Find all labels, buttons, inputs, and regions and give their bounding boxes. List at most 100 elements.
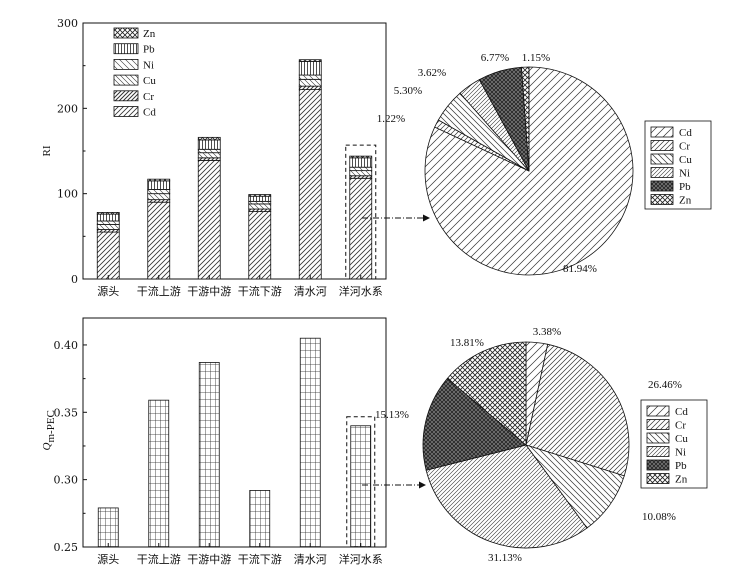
pie-value-label-zn: 1.15% bbox=[522, 52, 550, 64]
pie-slice-pb bbox=[422, 377, 527, 471]
bar-segment-ni bbox=[349, 166, 373, 172]
pie-legend-label-cu: Cu bbox=[675, 433, 688, 445]
pie-legend-label-zn: Zn bbox=[679, 195, 692, 207]
bar-segment-pb bbox=[248, 195, 272, 202]
bar-segment-cu bbox=[248, 203, 272, 210]
y-axis-label-top: RI bbox=[41, 145, 53, 156]
pie-legend-swatch-ni bbox=[650, 167, 674, 178]
pie-legend-swatch-cu bbox=[650, 153, 674, 165]
y-tick-label-bottom: 0.40 bbox=[54, 339, 79, 352]
legend-label-cu: Cu bbox=[143, 75, 156, 87]
x-tick-label-top: 干流下游 bbox=[238, 284, 282, 298]
legend-swatch-ni bbox=[113, 59, 139, 70]
pie-legend-swatch-zn bbox=[646, 473, 670, 484]
bar-segment-zn bbox=[349, 155, 373, 159]
legend-swatch-pb bbox=[113, 43, 139, 55]
x-tick-label-bottom: 干流上游 bbox=[137, 552, 181, 566]
pie-legend-label-pb: Pb bbox=[675, 460, 687, 472]
legend-label-cr: Cr bbox=[143, 91, 154, 103]
bar-segment-zn bbox=[147, 178, 171, 182]
legend-label-ni: Ni bbox=[143, 59, 154, 71]
bar-segment-pb bbox=[298, 61, 322, 76]
bar-segment-ni bbox=[298, 74, 322, 80]
bar bbox=[97, 507, 119, 548]
y-tick-label-bottom: 0.25 bbox=[54, 541, 79, 554]
highlight-box-top bbox=[345, 144, 377, 280]
x-tick-label-bottom: 干游中游 bbox=[187, 553, 231, 566]
bar bbox=[198, 362, 220, 548]
x-tick-label-bottom: 清水河 bbox=[294, 553, 327, 566]
pie-value-label-zn: 13.81% bbox=[450, 337, 484, 349]
bar-segment-cr bbox=[298, 85, 322, 90]
bar-segment-cd bbox=[248, 211, 272, 280]
bar-segment-pb bbox=[147, 180, 171, 190]
x-tick-label-top: 源头 bbox=[97, 284, 119, 298]
legend-swatch-zn bbox=[113, 27, 139, 39]
pie-slice-cr bbox=[525, 343, 630, 477]
bar-segment-ni bbox=[96, 220, 120, 225]
bar-segment-cd bbox=[96, 231, 120, 280]
pie-legend-swatch-cd bbox=[650, 126, 674, 138]
y-axis-label-bottom: Qm-PEC bbox=[41, 410, 57, 450]
pie-value-label-cu: 5.30% bbox=[394, 85, 422, 97]
bar-segment-zn bbox=[298, 59, 322, 62]
legend-label-pb: Pb bbox=[143, 44, 155, 56]
bar-segment-pb bbox=[349, 157, 373, 168]
legend-label-zn: Zn bbox=[143, 28, 156, 40]
bar bbox=[299, 337, 321, 548]
pie-value-label-ni: 3.62% bbox=[418, 67, 446, 79]
bar-segment-cu bbox=[298, 78, 322, 87]
pie-legend-label-cu: Cu bbox=[679, 154, 692, 166]
pie-legend-swatch-pb bbox=[646, 459, 670, 471]
y-tick-label-bottom: 0.35 bbox=[54, 406, 79, 419]
bar-segment-cu bbox=[197, 152, 221, 159]
x-tick-label-top: 干流上游 bbox=[137, 284, 181, 298]
y-axis-label-sub: m-PEC bbox=[45, 410, 57, 442]
pie-legend-label-cr: Cr bbox=[679, 141, 690, 153]
x-tick-label-bottom: 干流下游 bbox=[238, 552, 282, 566]
legend-label-cd: Cd bbox=[143, 107, 156, 119]
bar-segment-zn bbox=[248, 194, 272, 197]
x-tick-label-top: 洋河水系 bbox=[339, 284, 383, 298]
y-tick-label-top: 300 bbox=[57, 17, 78, 30]
pie-legend-label-cr: Cr bbox=[675, 420, 686, 432]
connector-arrowhead bbox=[423, 214, 430, 222]
legend-swatch-cd bbox=[113, 106, 139, 117]
highlight-box-bottom bbox=[346, 416, 376, 548]
bar bbox=[148, 399, 170, 548]
y-tick-label-top: 100 bbox=[57, 188, 78, 201]
connector-arrowhead bbox=[419, 481, 426, 489]
pie-legend-swatch-cd bbox=[646, 405, 670, 417]
x-tick-label-bottom: 洋河水系 bbox=[339, 552, 383, 566]
x-tick-label-top: 清水河 bbox=[294, 285, 327, 298]
y-tick-label-top: 0 bbox=[71, 273, 78, 286]
pie-value-label-ni: 31.13% bbox=[488, 552, 522, 564]
y-tick-label-top: 200 bbox=[57, 102, 78, 115]
bar bbox=[249, 490, 271, 548]
pie-slice-ni bbox=[425, 444, 588, 549]
pie-legend-label-zn: Zn bbox=[675, 474, 688, 486]
legend-swatch-cr bbox=[113, 90, 139, 102]
x-tick-label-top: 干游中游 bbox=[187, 285, 231, 298]
pie-legend-label-cd: Cd bbox=[675, 406, 688, 418]
pie-value-label-cd: 3.38% bbox=[533, 326, 561, 338]
pie-value-label-pb: 6.77% bbox=[481, 52, 509, 64]
bar-segment-cd bbox=[147, 201, 171, 280]
pie-legend-swatch-cu bbox=[646, 432, 670, 444]
bar-segment-cu bbox=[349, 170, 373, 177]
pie-legend-swatch-zn bbox=[650, 194, 674, 205]
pie-legend-swatch-cr bbox=[646, 419, 670, 430]
bar-segment-zn bbox=[197, 136, 221, 141]
plot-frame-bottom bbox=[82, 317, 387, 548]
bar-segment-pb bbox=[197, 139, 221, 150]
pie-slice-zn bbox=[446, 341, 527, 446]
bar-segment-ni bbox=[147, 188, 171, 195]
bar-segment-cd bbox=[298, 89, 322, 280]
pie-legend-swatch-ni bbox=[646, 446, 670, 457]
pie-legend-swatch-cr bbox=[650, 140, 674, 151]
x-tick-label-bottom: 源头 bbox=[97, 552, 119, 566]
pie-slice-zn bbox=[521, 66, 530, 172]
pie-legend-label-pb: Pb bbox=[679, 181, 691, 193]
bar-segment-pb bbox=[96, 213, 120, 222]
